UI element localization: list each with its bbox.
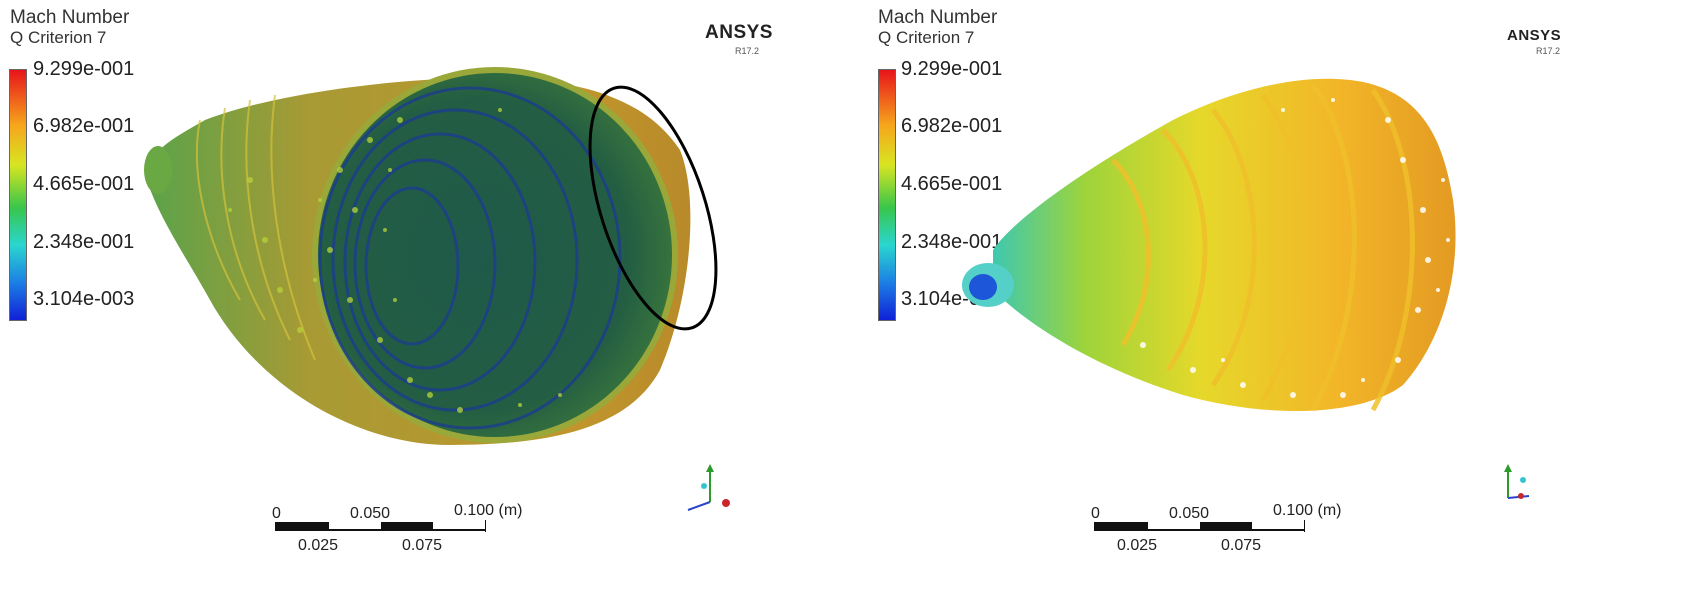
scale-label-0050: 0.050 [350,505,391,522]
scale-label-0: 0 [272,505,281,522]
legend-label-4: 2.348e-001 [901,231,1003,253]
scale-label-0100: 0.100 (m) [1273,502,1342,519]
legend-label-3: 4.665e-001 [33,173,135,195]
vortex-render-left [144,67,718,445]
vortex-render-right [962,78,1456,412]
scale-label-0025: 0.025 [298,537,339,554]
scale-label-0025: 0.025 [1117,537,1158,554]
variable-title: Mach Number [10,7,130,28]
legend-label-min: 3.104e-003 [33,288,135,310]
scale-label-0100: 0.100 (m) [454,502,523,519]
right-panel: Mach Number Q Criterion 7 9.299e-001 6.9… [843,0,1687,597]
legend-label-max: 9.299e-001 [33,58,135,80]
left-panel: Mach Number Q Criterion 7 9.299e-001 6.9… [0,0,843,597]
color-legend-bar [9,69,27,321]
legend-label-3: 4.665e-001 [901,173,1003,195]
variable-subtitle: Q Criterion 7 [878,28,975,47]
legend-label-4: 2.348e-001 [33,231,135,253]
legend-label-2: 6.982e-001 [33,115,135,137]
scale-label-0050: 0.050 [1169,505,1210,522]
scale-label-0: 0 [1091,505,1100,522]
legend-label-2: 6.982e-001 [901,115,1003,137]
legend-label-max: 9.299e-001 [901,58,1003,80]
axis-triad-icon [687,464,730,511]
ansys-version: R17.2 [1536,46,1561,56]
scale-label-0075: 0.075 [1221,537,1262,554]
axis-triad-icon [1504,464,1530,499]
ansys-logo: ANSYS [705,22,773,43]
ansys-version: R17.2 [735,46,760,56]
highlight-ellipse [588,85,718,331]
variable-title: Mach Number [878,7,998,28]
color-legend-bar [878,69,896,321]
ansys-logo: ANSYS [1507,27,1562,44]
variable-subtitle: Q Criterion 7 [10,28,107,47]
scale-label-0075: 0.075 [402,537,443,554]
